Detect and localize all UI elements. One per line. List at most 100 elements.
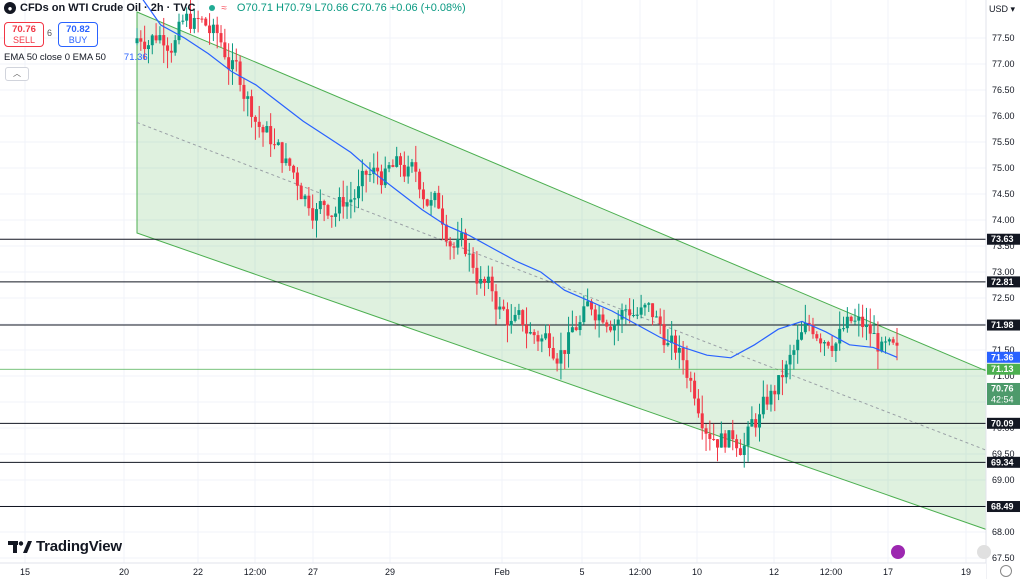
- candle-body: [219, 33, 223, 43]
- candle-body: [330, 215, 334, 217]
- last-price-tag-bg: [987, 382, 1020, 405]
- candle-body: [452, 246, 456, 248]
- level-tag-bg: [987, 233, 1020, 245]
- level-tag-bg: [987, 363, 1020, 375]
- candle-body: [696, 398, 700, 414]
- ema-legend[interactable]: EMA 50 close 0 EMA 50 71.36: [4, 52, 148, 63]
- x-tick-label: 19: [961, 567, 971, 577]
- y-tick-label: 76.00: [992, 111, 1015, 121]
- candle-body: [517, 310, 521, 315]
- y-tick-label: 75.50: [992, 137, 1015, 147]
- candle-body: [150, 35, 154, 46]
- settings-gear-icon[interactable]: [1000, 565, 1012, 577]
- candle-body: [463, 232, 467, 255]
- collapse-legend-button[interactable]: ︿: [5, 67, 29, 81]
- level-tag: 68.49: [991, 502, 1014, 512]
- candle-body: [876, 333, 880, 352]
- candle-body: [685, 360, 689, 378]
- candle-body: [295, 172, 299, 186]
- sell-price: 70.76: [12, 24, 36, 35]
- candle-body: [647, 303, 651, 305]
- wave-icon: ≈: [221, 2, 227, 14]
- ema-value: 71.36: [123, 52, 148, 63]
- candle-body: [246, 96, 250, 99]
- candle-body: [154, 35, 158, 41]
- symbol-title[interactable]: CFDs on WTI Crude Oil · 2h · TVC: [20, 2, 196, 14]
- candle-body: [383, 168, 387, 186]
- candle-body: [334, 213, 338, 217]
- candle-body: [521, 310, 525, 326]
- last-price-tag-countdown: 42:54: [991, 394, 1014, 404]
- candle-body: [433, 192, 437, 201]
- level-tag: 72.81: [991, 277, 1014, 287]
- candle-body: [158, 35, 162, 41]
- buy-label: BUY: [68, 35, 88, 45]
- market-open-icon: [209, 5, 216, 11]
- candle-body: [586, 301, 590, 307]
- candle-body: [861, 316, 865, 328]
- candle-body: [410, 162, 414, 167]
- candle-body: [196, 17, 200, 19]
- candle-body: [880, 341, 884, 352]
- candle-body: [773, 390, 777, 395]
- candle-body: [349, 199, 353, 203]
- candle-body: [253, 116, 257, 122]
- candle-body: [563, 350, 567, 354]
- candle-body: [570, 327, 574, 333]
- candle-body: [505, 309, 509, 326]
- candle-body: [639, 307, 643, 315]
- candle-body: [341, 197, 345, 207]
- x-tick-label: 15: [20, 567, 30, 577]
- candle-body: [849, 316, 853, 322]
- candle-body: [758, 414, 762, 428]
- ema-price-tag: 71.36: [991, 352, 1014, 362]
- candle-body: [185, 13, 189, 21]
- candle-body: [700, 413, 704, 429]
- candle-body: [620, 309, 624, 320]
- flag-icon[interactable]: [977, 545, 991, 559]
- candle-body: [807, 322, 811, 325]
- candle-body: [360, 170, 364, 187]
- candle-body: [845, 316, 849, 329]
- candle-body: [788, 354, 792, 365]
- candle-body: [257, 121, 261, 127]
- candle-body: [139, 38, 143, 42]
- level-tag-bg: [987, 276, 1020, 288]
- x-tick-label: 17: [883, 567, 893, 577]
- candle-body: [735, 439, 739, 449]
- candle-body: [475, 267, 479, 284]
- x-axis-panel: [0, 563, 986, 579]
- y-tick-label: 67.50: [992, 553, 1015, 563]
- x-tick-label: 22: [193, 567, 203, 577]
- candle-body: [211, 24, 215, 34]
- candle-body: [716, 439, 720, 448]
- candle-body: [322, 201, 326, 206]
- candle-body: [551, 348, 555, 359]
- x-tick-label: 12:00: [629, 567, 652, 577]
- candle-body: [567, 332, 571, 354]
- tradingview-logo: TradingView: [8, 538, 122, 555]
- candle-body: [582, 306, 586, 323]
- lightning-icon[interactable]: [891, 545, 905, 559]
- x-tick-label: 10: [692, 567, 702, 577]
- y-tick-label: 74.50: [992, 189, 1015, 199]
- x-tick-label: 12: [769, 567, 779, 577]
- x-tick-label: 29: [385, 567, 395, 577]
- candle-body: [654, 316, 658, 318]
- candle-body: [559, 350, 563, 364]
- candle-body: [651, 303, 655, 318]
- candle-body: [292, 165, 296, 173]
- y-tick-label: 75.00: [992, 163, 1015, 173]
- candle-body: [830, 345, 834, 352]
- candle-body: [448, 241, 452, 247]
- sell-button[interactable]: 70.76 SELL: [4, 22, 44, 47]
- y-tick-label: 76.50: [992, 85, 1015, 95]
- buy-button[interactable]: 70.82 BUY: [58, 22, 98, 47]
- candle-body: [402, 164, 406, 177]
- currency-selector[interactable]: USD ▾: [989, 4, 1016, 14]
- candle-body: [689, 377, 693, 381]
- candle-body: [528, 332, 532, 334]
- candle-body: [234, 60, 238, 62]
- candle-body: [780, 375, 784, 378]
